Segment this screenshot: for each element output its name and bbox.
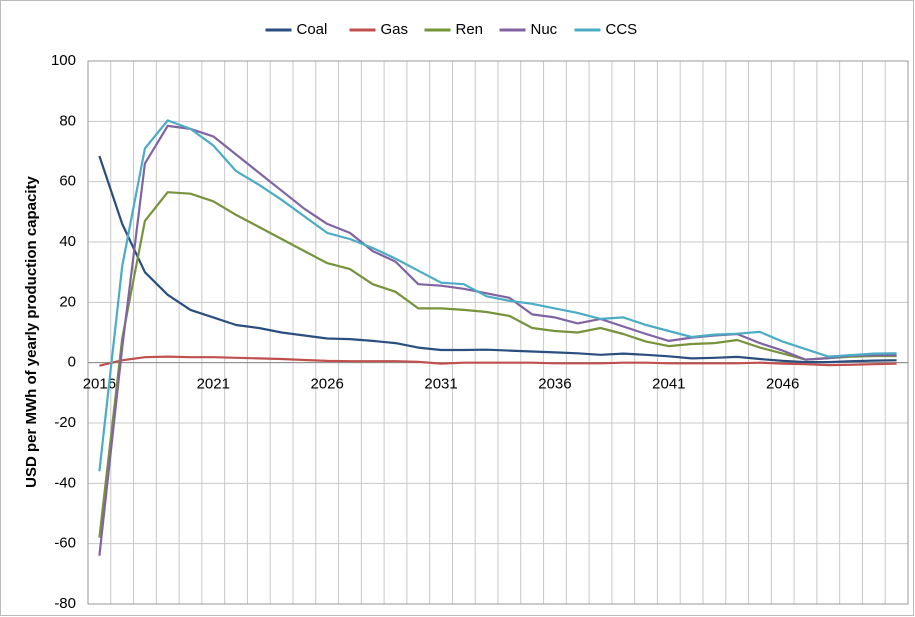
x-tick-label: 2026 bbox=[310, 376, 343, 393]
legend-label: Ren bbox=[456, 21, 484, 38]
line-series bbox=[98, 124, 897, 556]
y-tick-label: -20 bbox=[54, 414, 76, 431]
y-tick-label: 0 bbox=[68, 354, 76, 371]
legend-label: Coal bbox=[297, 21, 328, 38]
x-tick-label: 2046 bbox=[766, 376, 799, 393]
legend-label: CCS bbox=[606, 21, 638, 38]
legend-label: Nuc bbox=[531, 21, 558, 38]
y-tick-label: 60 bbox=[59, 173, 76, 190]
x-tick-label: 2016 bbox=[83, 376, 116, 393]
legend-label: Gas bbox=[381, 21, 409, 38]
y-tick-label: 100 bbox=[51, 52, 76, 69]
y-tick-label: 20 bbox=[59, 293, 76, 310]
line-series bbox=[99, 355, 897, 367]
y-axis-label: USD per MWh of yearly production capacit… bbox=[23, 175, 40, 487]
line-series bbox=[98, 191, 897, 538]
y-tick-label: -60 bbox=[54, 535, 76, 552]
y-tick-label: 80 bbox=[59, 112, 76, 129]
x-tick-label: 2031 bbox=[424, 376, 457, 393]
line-series bbox=[98, 119, 897, 472]
x-tick-label: 2041 bbox=[652, 376, 685, 393]
line-series bbox=[98, 155, 897, 364]
plot-border bbox=[87, 60, 909, 605]
y-tick-label: 40 bbox=[59, 233, 76, 250]
x-tick-label: 2036 bbox=[538, 376, 571, 393]
x-tick-label: 2021 bbox=[197, 376, 230, 393]
y-tick-label: -80 bbox=[54, 595, 76, 612]
y-tick-label: -40 bbox=[54, 474, 76, 491]
